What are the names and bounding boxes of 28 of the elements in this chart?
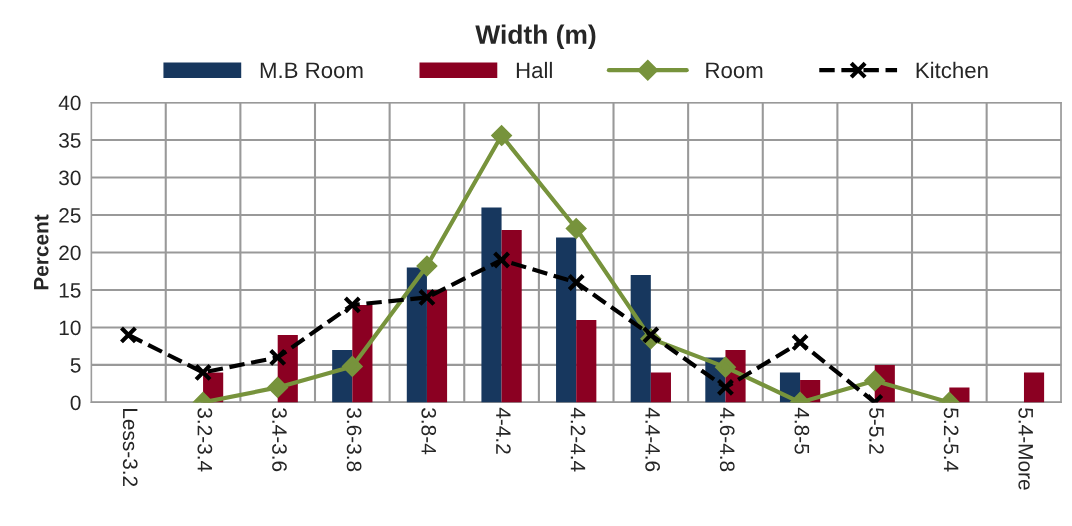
x-tick-label: 3.6-3.8 [346, 408, 362, 472]
y-tick-label: 0 [70, 395, 81, 411]
x-tick-label: 4.2-4.4 [570, 407, 586, 472]
x-tick-label: 4.8-5 [794, 407, 810, 454]
legend-label: M.B Room [260, 62, 363, 79]
x-tick-label: 4-4.2 [496, 407, 511, 454]
y-tick-label: 35 [59, 133, 81, 148]
legend-label: Room [706, 62, 763, 79]
y-axis-title: Percent [34, 214, 49, 290]
y-tick-label: 5 [70, 358, 81, 373]
x-tick-label: 5-5.2 [869, 408, 884, 454]
x-tick-label: 4.6-4.8 [719, 407, 735, 472]
y-tick-label: 15 [59, 283, 81, 298]
x-tick-label: 5.4-More [1018, 408, 1033, 490]
x-tick-label: Less-3.2 [122, 408, 138, 487]
y-tick-label: 40 [58, 95, 81, 111]
x-tick-label: 3.2-3.4 [197, 408, 213, 472]
y-tick-label: 20 [59, 245, 81, 261]
y-tick-label: 25 [59, 208, 81, 223]
y-tick-label: 30 [59, 170, 81, 186]
chart-title: Width (m) [475, 24, 596, 50]
x-tick-label: 3.8-4 [421, 408, 437, 455]
x-tick-label: 3.4-3.6 [272, 408, 287, 472]
x-tick-label: 5.2-5.4 [943, 408, 959, 472]
x-tick-label: 4.4-4.6 [645, 407, 660, 472]
legend-label: Kitchen [916, 61, 988, 79]
legend-label: Hall [516, 61, 552, 79]
y-tick-label: 10 [59, 320, 81, 336]
